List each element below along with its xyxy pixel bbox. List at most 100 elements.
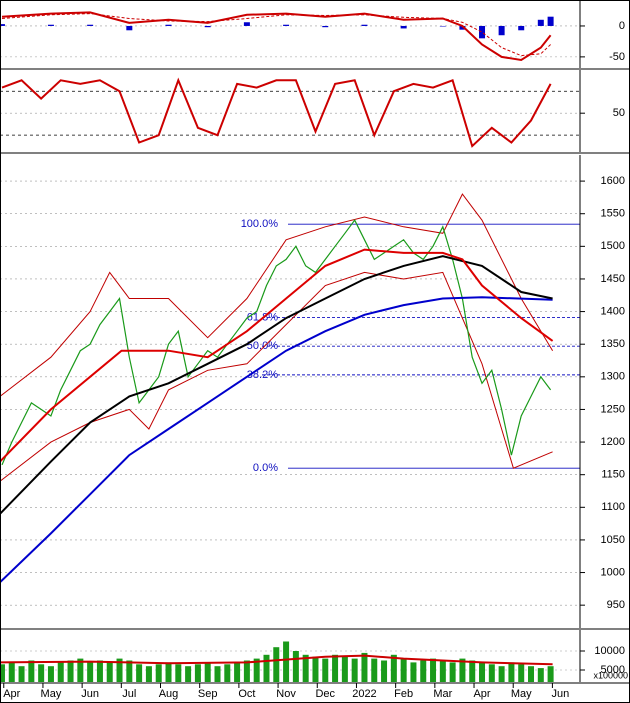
x-tick-label: Sep [198,688,218,700]
bar [439,25,446,27]
fib-label: 50.0% [247,340,278,352]
bar [165,662,172,682]
bar [547,16,554,26]
series-line [0,193,554,397]
y-tick-label: 1100 [601,501,625,513]
bar [185,666,192,682]
bar [400,658,407,682]
y-tick-label: 1250 [601,403,625,415]
bar [87,662,94,682]
bar [518,25,525,31]
bar [528,666,535,682]
x-tick-label: Feb [394,688,413,700]
y-tick-label: 0 [619,20,625,32]
bar [136,664,143,682]
series-line [1,219,552,466]
bar [449,662,456,682]
bar [155,664,162,682]
x-tick-label: Mar [433,688,452,700]
y-tick-label: 1150 [601,469,625,481]
x-tick-label: Nov [276,688,296,700]
bar [204,25,211,28]
bar [18,666,25,682]
y-tick-label: 1400 [601,305,625,317]
bar [537,19,544,26]
bar [420,660,427,682]
x-tick-label: Jun [81,688,99,700]
bar [332,654,339,682]
bar [77,658,84,682]
y-tick-label: 1500 [601,240,625,252]
bar [479,662,486,682]
series-line [0,271,553,482]
bar [175,664,182,682]
bar [400,25,407,29]
bar [8,662,15,682]
bar [116,658,123,682]
bar [283,24,290,26]
y-tick-label: 950 [607,599,625,611]
x-tick-label: Jul [122,688,136,700]
bar [263,654,270,682]
bar [67,660,74,682]
bar [126,660,133,682]
y-tick-label: 1050 [601,534,625,546]
series-line [0,255,553,515]
bar [361,24,368,26]
bar [488,664,495,682]
bar [381,660,388,682]
y-tick-label: 1000 [601,566,625,578]
bar [518,664,525,682]
bar [194,664,201,682]
y-tick-label: 5000 [601,664,625,676]
bar [390,654,397,682]
x-tick-label: May [41,688,62,700]
bar [410,662,417,682]
bar [371,658,378,682]
bar [243,22,250,26]
y-tick-label: 10000 [594,645,625,657]
x-tick-label: Oct [238,688,255,700]
bar [165,24,172,26]
bar [253,658,260,682]
bar [47,24,54,26]
bar [214,666,221,682]
bar [96,660,103,682]
bar [243,660,250,682]
y-tick-label: -50 [609,51,625,63]
bar [0,664,5,682]
x-tick-label: Apr [473,688,490,700]
y-tick-label: 1550 [601,208,625,220]
series-line [1,13,551,57]
y-tick-label: 1350 [601,338,625,350]
bar [361,652,368,682]
bar [283,641,290,682]
y-tick-label: 1300 [601,371,625,383]
x-tick-label: Aug [159,688,179,700]
bar [498,666,505,682]
bar [302,654,309,682]
y-tick-label: 1450 [601,273,625,285]
bar [498,25,505,36]
bar [547,666,554,682]
y-tick-label: 50 [613,107,625,119]
bar [469,660,476,682]
bar [292,650,299,682]
bar [234,662,241,682]
series-line [1,77,552,148]
bar [312,656,319,682]
fib-label: 0.0% [253,462,278,474]
bar [459,658,466,682]
bar [459,25,466,30]
y-tick-label: 1200 [601,436,625,448]
x-tick-label: Jun [552,688,570,700]
bar [204,662,211,682]
x-tick-label: Dec [315,688,335,700]
bar [273,647,280,682]
bar [341,656,348,682]
bar [430,658,437,682]
x-tick-label: 2022 [352,688,376,700]
unit-label: x100000 [593,670,628,680]
